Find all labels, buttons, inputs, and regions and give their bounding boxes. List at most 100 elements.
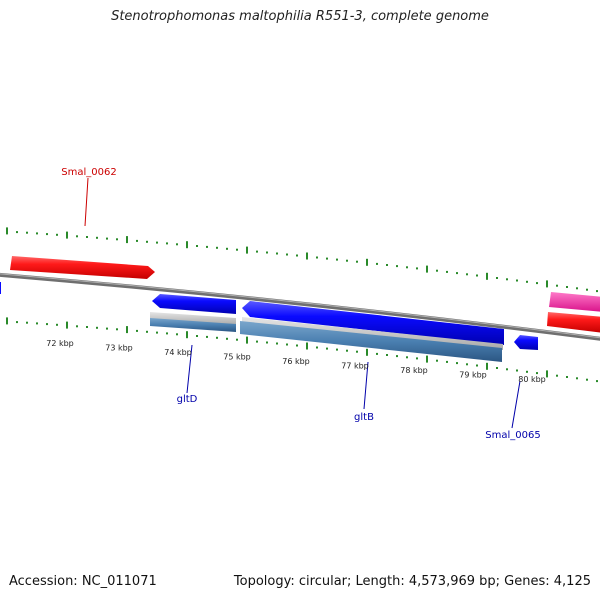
inner-track-minor-tick [346,349,348,352]
outer-track-minor-tick [416,267,418,270]
inner-track-minor-tick [216,336,218,339]
outer-track-minor-tick [146,240,148,243]
inner-track-minor-tick [466,363,468,366]
outer-track-minor-tick [446,270,448,273]
outer-track-minor-tick [476,274,478,277]
inner-track-minor-tick [196,335,198,337]
inner-track-minor-tick [236,338,238,341]
gene-label-smal-0062[interactable]: Smal_0062 [61,167,116,178]
outer-track-major-tick [6,227,8,235]
inner-track-minor-tick [596,380,598,383]
outer-track-minor-tick [286,253,288,256]
inner-track-minor-tick [266,341,268,344]
outer-track-minor-tick [256,250,258,253]
inner-track-minor-tick [226,337,228,340]
outer-track-minor-tick [266,251,268,254]
leader-smal-0065 [511,380,521,429]
outer-track-minor-tick [326,257,328,260]
inner-track-minor-tick [556,374,558,377]
outer-track-minor-tick [316,256,318,259]
inner-track-minor-tick [326,347,328,350]
inner-track-minor-tick [106,327,108,330]
gene-arrow-gltD[interactable] [152,294,236,314]
inner-track-minor-tick [96,326,98,329]
inner-track-minor-tick [166,332,168,335]
outer-track-minor-tick [116,238,118,241]
genome-backbone-highlight [0,273,600,339]
outer-track-major-tick [426,265,428,273]
outer-track-minor-tick [26,231,28,234]
outer-track-minor-tick [356,260,358,263]
gene-arrow-smal-0065[interactable] [514,335,538,350]
feature-bar-grey [150,312,236,325]
outer-track-minor-tick [86,236,88,238]
inner-track-minor-tick [376,352,378,355]
scale-label-group: 72 kbp 73 kbp 74 kbp 75 kbp 76 kbp 77 kbp 78 k… [46,339,546,384]
inner-track-minor-tick [156,331,158,334]
inner-track-minor-tick [506,368,508,371]
inner-track-minor-tick [406,356,408,359]
inner-track-major-tick [426,355,428,363]
outer-track-minor-tick [466,273,468,276]
inner-track-minor-tick [256,340,258,343]
outer-track-minor-tick [376,262,378,265]
genome-backbone [0,272,600,341]
outer-track-minor-tick [556,284,558,287]
feature-bar-gltD [150,318,236,332]
outer-track-minor-tick [136,239,138,242]
inner-track-minor-tick [296,344,298,347]
inner-track-minor-tick [386,354,388,356]
scale-label: 79 kbp [459,371,487,380]
inner-track-minor-tick [526,370,528,373]
inner-track-minor-tick [536,372,538,375]
outer-track-minor-tick [76,235,78,238]
gene-fragment-left-edge [0,282,1,294]
inner-track-minor-tick [316,346,318,349]
outer-track-minor-tick [496,277,498,279]
inner-track-major-tick [66,321,68,329]
inner-track-major-tick [186,331,188,339]
inner-track-minor-tick [76,325,78,328]
scale-label: 77 kbp [341,362,369,371]
gene-arrow-pink-right[interactable] [549,292,600,312]
gene-label-gltD[interactable]: gltD [177,394,198,405]
gene-arrow-smal-0062[interactable] [10,256,155,279]
gene-label-smal-0065[interactable]: Smal_0065 [485,430,540,441]
inner-track-minor-tick [416,357,418,360]
inner-tick-track [6,317,598,383]
inner-track-minor-tick [496,367,498,369]
outer-track-minor-tick [96,236,98,239]
inner-track-major-tick [366,348,368,356]
scale-label: 73 kbp [105,344,133,353]
outer-track-major-tick [546,280,548,288]
gene-arrow-gltB[interactable] [242,301,504,345]
inner-track-major-tick [306,342,308,350]
outer-track-minor-tick [396,265,398,268]
outer-track-minor-tick [336,258,338,261]
inner-track-major-tick [246,336,248,344]
inner-track-minor-tick [566,376,568,378]
outer-track-major-tick [66,231,68,239]
outer-track-minor-tick [596,290,598,293]
inner-track-minor-tick [446,360,448,363]
outer-track-minor-tick [36,232,38,235]
outer-track-minor-tick [586,288,588,291]
gene-label-gltB[interactable]: gltB [354,412,374,423]
gene-arrow-forward-right[interactable] [547,312,600,333]
outer-track-major-tick [306,252,308,260]
outer-track-minor-tick [106,237,108,240]
inner-track-minor-tick [206,335,208,338]
inner-track-major-tick [486,362,488,370]
outer-track-minor-tick [196,245,198,247]
accession-text: Accession: NC_011071 [9,574,157,589]
inner-track-minor-tick [26,321,28,324]
outer-track-major-tick [366,258,368,266]
inner-track-major-tick [126,326,128,334]
inner-track-minor-tick [116,328,118,331]
scale-label: 74 kbp [164,348,192,357]
inner-track-minor-tick [86,326,88,328]
outer-track-minor-tick [296,254,298,257]
outer-track-minor-tick [216,246,218,249]
inner-track-minor-tick [146,330,148,333]
